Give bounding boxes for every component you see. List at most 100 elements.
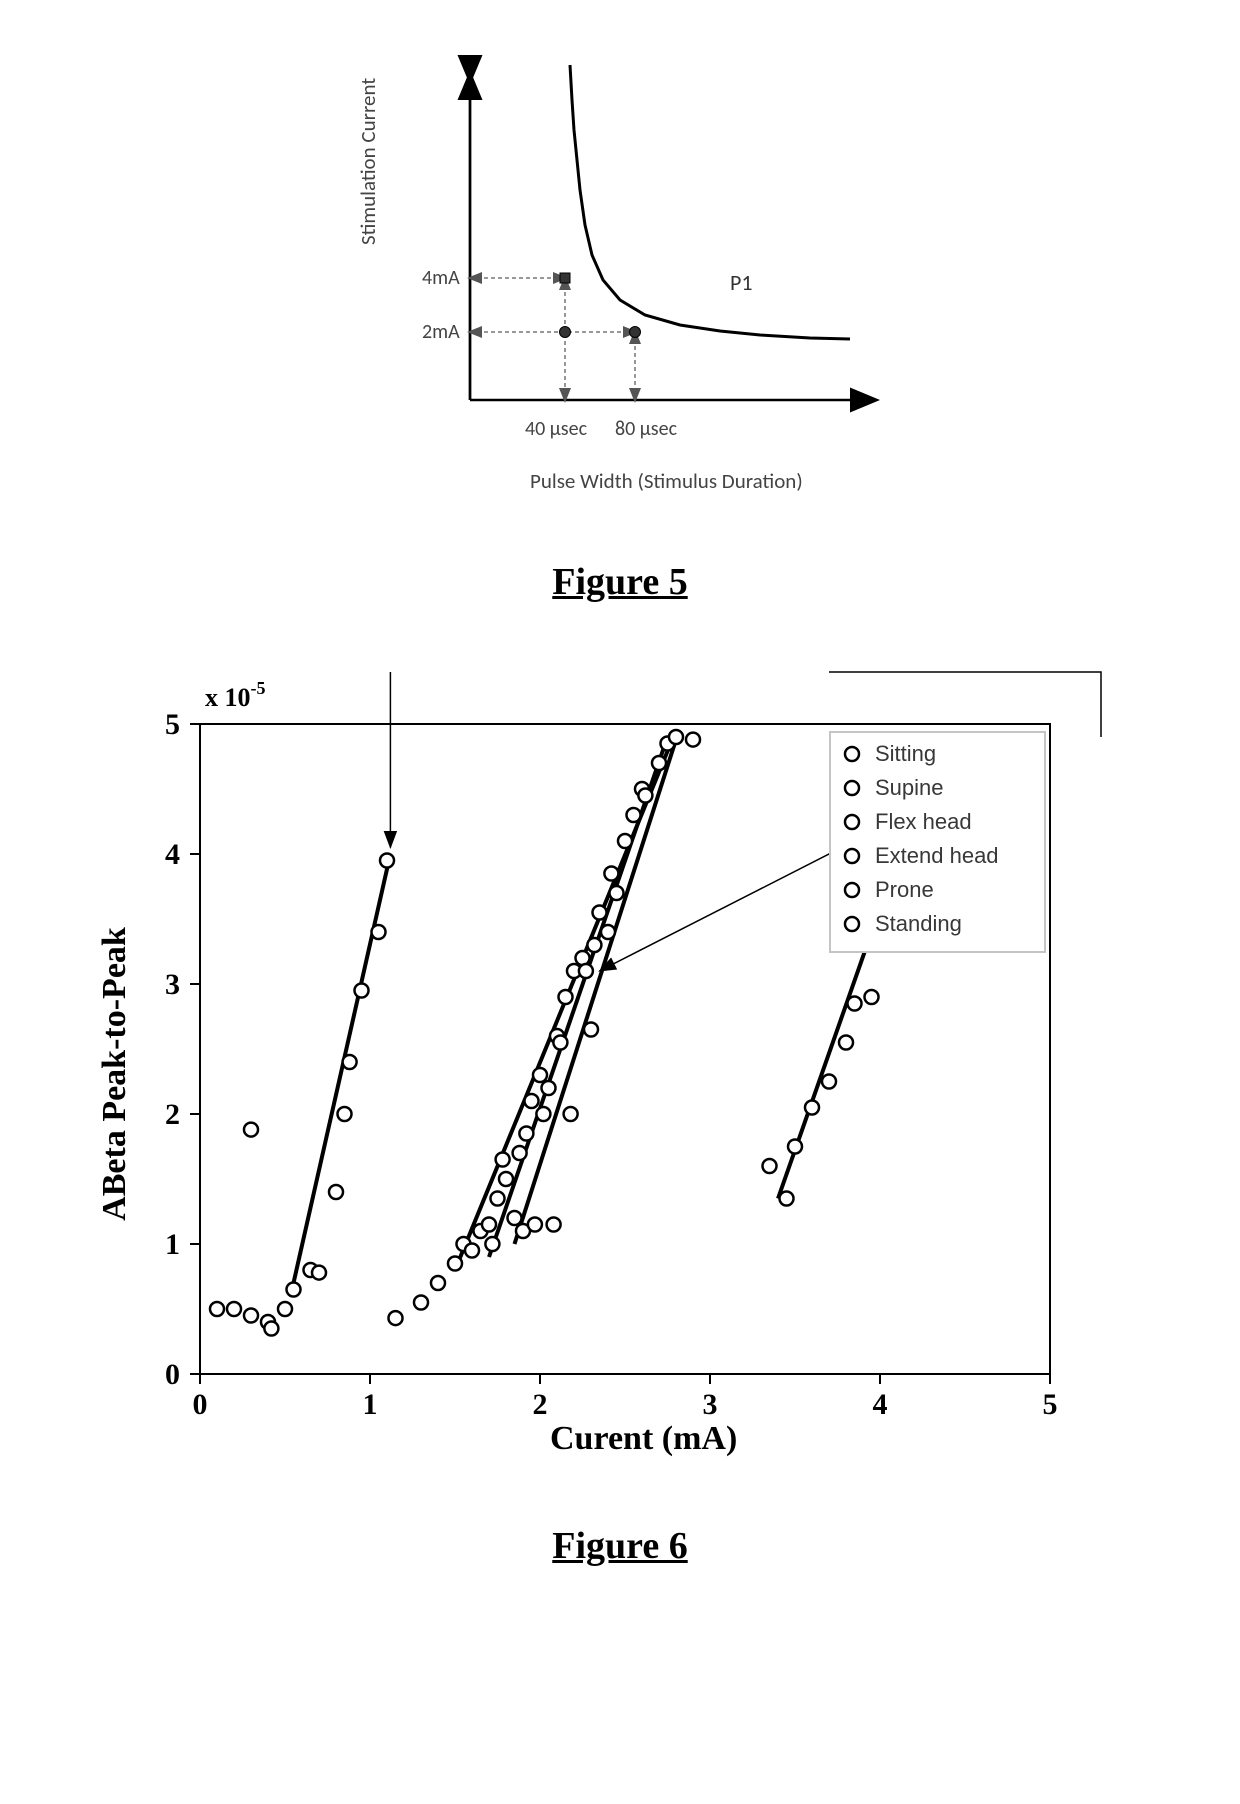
scatter-point [312, 1266, 326, 1280]
scatter-point [287, 1283, 301, 1297]
ytick-label: 5 [165, 708, 180, 741]
figure5-title: Figure 5 [552, 560, 687, 604]
scatter-point [338, 1107, 352, 1121]
scatter-point [414, 1296, 428, 1310]
ytick-label: 2 [165, 1098, 180, 1131]
ytick-label: 1 [165, 1228, 180, 1261]
scatter-point [865, 990, 879, 1004]
scatter-point [278, 1302, 292, 1316]
y-exponent: x 10-5 [205, 678, 266, 712]
scatter-point [579, 964, 593, 978]
ytick-4ma: 4mA [422, 266, 460, 290]
scatter-point [763, 1159, 777, 1173]
legend-marker [845, 917, 859, 931]
scatter-point [380, 854, 394, 868]
scatter-point [519, 1127, 533, 1141]
scatter-point [485, 1237, 499, 1251]
scatter-point [499, 1172, 513, 1186]
figure5-container: 4mA 2mA 40 μsec 80 μsec P1 Pulse Width (… [40, 40, 1200, 604]
scatter-point [584, 1023, 598, 1037]
xtick-label: 4 [873, 1388, 888, 1421]
figure6-yticks: 0 1 2 3 4 5 [165, 708, 200, 1391]
scatter-point [244, 1309, 258, 1323]
scatter-point [491, 1192, 505, 1206]
figure5-guides [470, 278, 635, 400]
y-axis-label: Stimulation Current [355, 78, 381, 245]
legend-label: Supine [875, 775, 944, 800]
legend-marker [845, 781, 859, 795]
legend-label: Prone [875, 877, 934, 902]
legend-marker [845, 815, 859, 829]
scatter-point [593, 906, 607, 920]
scatter-point [372, 925, 386, 939]
scatter-point [508, 1211, 522, 1225]
xtick-label: 5 [1043, 1388, 1058, 1421]
scatter-point [587, 938, 601, 952]
scatter-point [431, 1276, 445, 1290]
xtick-label: 0 [193, 1388, 208, 1421]
scatter-point [244, 1123, 258, 1137]
scatter-point [559, 990, 573, 1004]
legend-label: Sitting [875, 741, 936, 766]
figure6-chart: 0 1 2 3 4 5 0 1 2 3 4 5 x 10-5 Sitting Supine Flex h… [70, 654, 1170, 1504]
legend-marker [845, 849, 859, 863]
legend-marker [845, 747, 859, 761]
scatter-point [465, 1244, 479, 1258]
data-point [560, 273, 570, 283]
figure6-title: Figure 6 [552, 1524, 687, 1568]
legend-marker [845, 883, 859, 897]
scatter-point [780, 1192, 794, 1206]
scatter-point [638, 789, 652, 803]
figure6-xticks: 0 1 2 3 4 5 [193, 1374, 1058, 1421]
scatter-point [533, 1068, 547, 1082]
data-point [560, 327, 571, 338]
scatter-point [525, 1094, 539, 1108]
scatter-point [547, 1218, 561, 1232]
legend-label: Extend head [875, 843, 999, 868]
scatter-point [355, 984, 369, 998]
scatter-point [553, 1036, 567, 1050]
scatter-point [210, 1302, 224, 1316]
xtick-80: 80 μsec [615, 417, 678, 441]
scatter-point [564, 1107, 578, 1121]
scatter-point [536, 1107, 550, 1121]
xtick-label: 3 [703, 1388, 718, 1421]
scatter-point [542, 1081, 556, 1095]
y-axis-label: ABeta Peak-to-Peak [96, 927, 133, 1221]
scatter-point [848, 997, 862, 1011]
ytick-2ma: 2mA [422, 320, 460, 344]
ytick-label: 0 [165, 1358, 180, 1391]
scatter-point [227, 1302, 241, 1316]
figure5-chart: 4mA 2mA 40 μsec 80 μsec P1 Pulse Width (… [310, 40, 930, 540]
scatter-point [618, 834, 632, 848]
xtick-40: 40 μsec [525, 417, 588, 441]
scatter-point [652, 756, 666, 770]
scatter-point [669, 730, 683, 744]
x-axis-label: Curent (mA) [550, 1420, 737, 1457]
scatter-point [329, 1185, 343, 1199]
scatter-point [610, 886, 624, 900]
figure6-container: 0 1 2 3 4 5 0 1 2 3 4 5 x 10-5 Sitting Supine Flex h… [40, 654, 1200, 1568]
scatter-point [389, 1311, 403, 1325]
scatter-point [448, 1257, 462, 1271]
scatter-point [805, 1101, 819, 1115]
scatter-point [788, 1140, 802, 1154]
xtick-label: 2 [533, 1388, 548, 1421]
legend-label: Flex head [875, 809, 972, 834]
scatter-point [627, 808, 641, 822]
scatter-point [528, 1218, 542, 1232]
scatter-point [482, 1218, 496, 1232]
xtick-label: 1 [363, 1388, 378, 1421]
scatter-point [822, 1075, 836, 1089]
figure6-legend: SittingSupineFlex headExtend headProneSt… [830, 732, 1045, 952]
data-point [630, 327, 641, 338]
scatter-point [343, 1055, 357, 1069]
x-axis-label: Pulse Width (Stimulus Duration) [530, 468, 803, 494]
p1-curve [570, 65, 850, 339]
p1-label: P1 [730, 269, 753, 296]
scatter-point [839, 1036, 853, 1050]
ytick-label: 4 [165, 838, 180, 871]
ytick-label: 3 [165, 968, 180, 1001]
scatter-point [496, 1153, 510, 1167]
scatter-point [264, 1322, 278, 1336]
